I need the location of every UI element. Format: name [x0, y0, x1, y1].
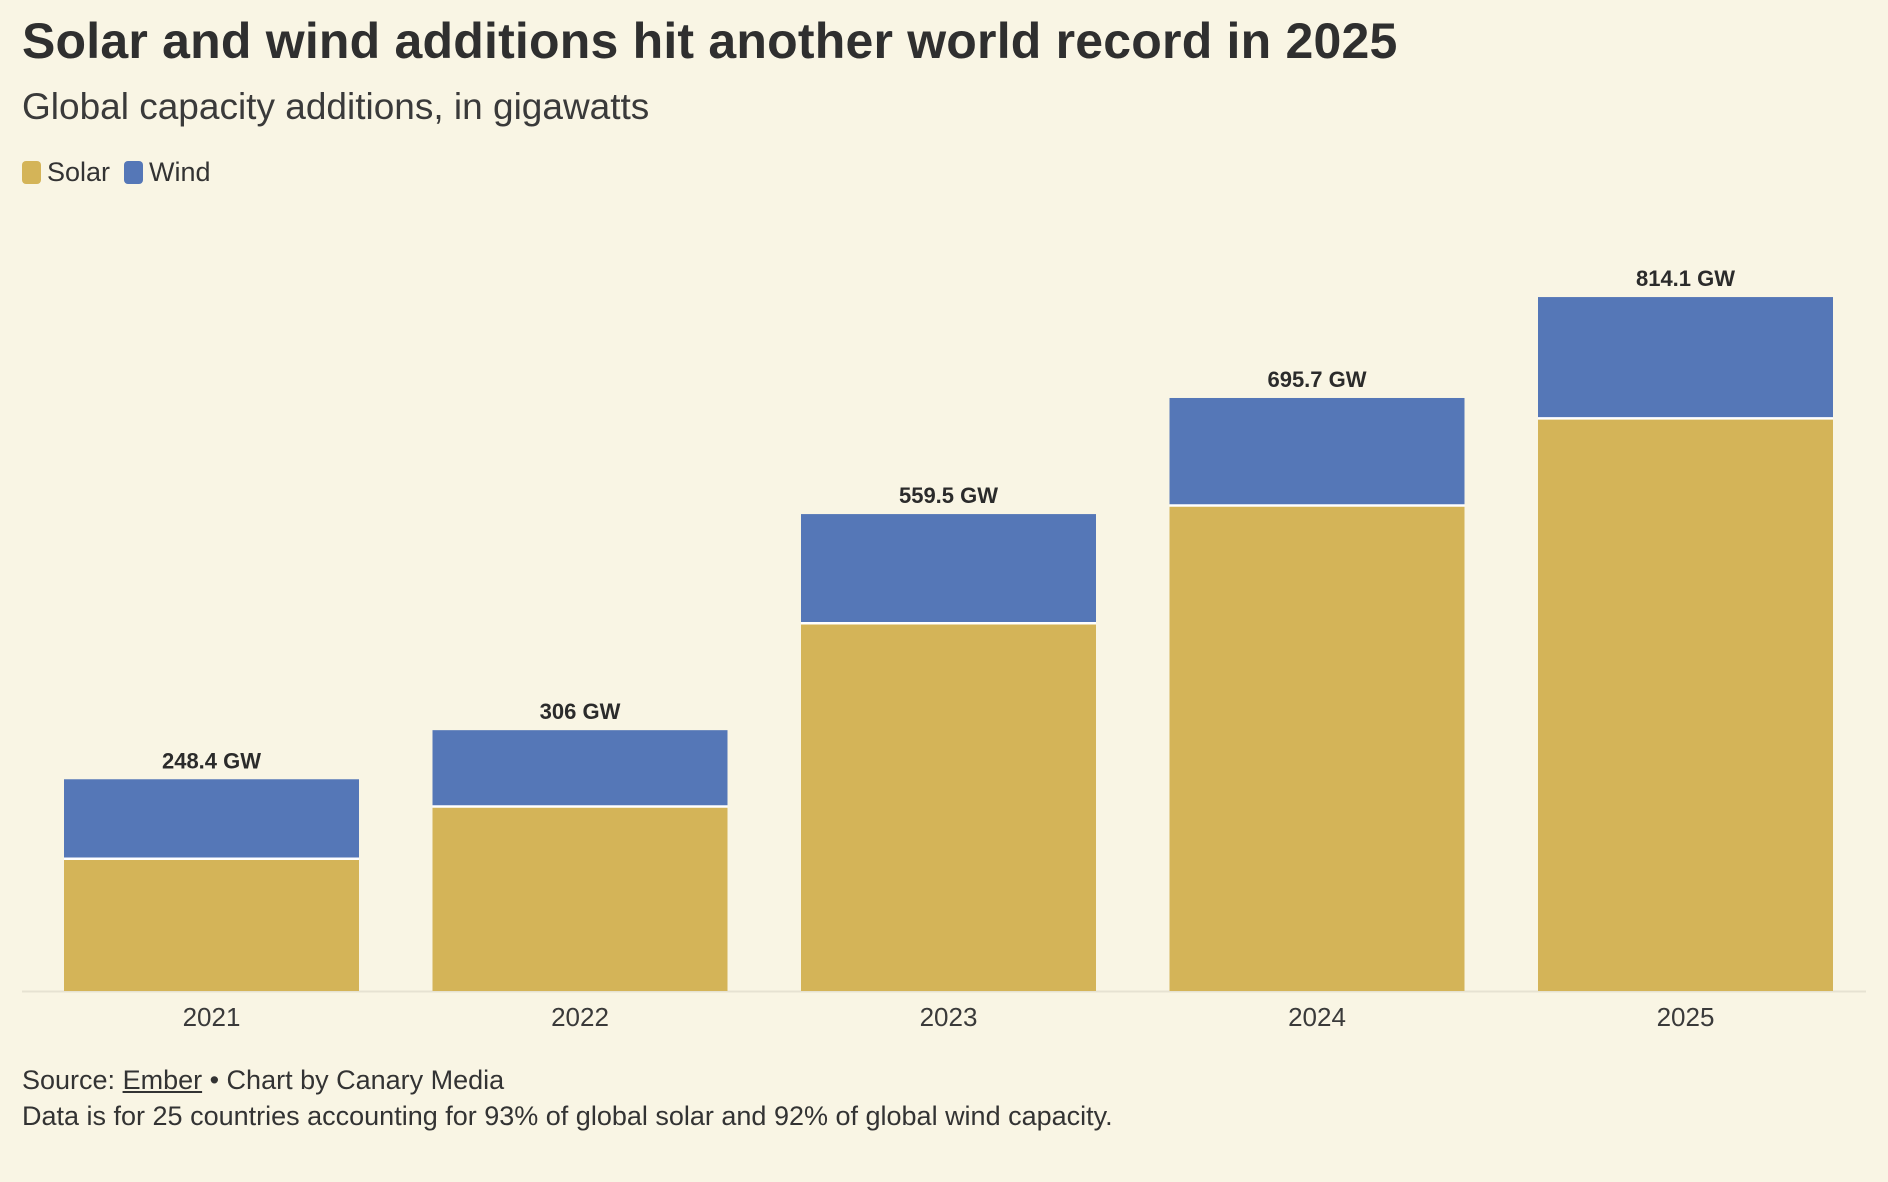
total-label-2024: 695.7 GW: [1267, 367, 1366, 392]
bar-solar-2023[interactable]: [801, 623, 1096, 991]
bar-wind-2021[interactable]: [64, 779, 359, 859]
bar-solar-2025[interactable]: [1538, 418, 1833, 991]
total-label-2021: 248.4 GW: [162, 748, 261, 773]
x-tick-label-2024: 2024: [1288, 1002, 1346, 1032]
bar-wind-2025[interactable]: [1538, 297, 1833, 419]
x-tick-label-2025: 2025: [1657, 1002, 1715, 1032]
legend-item-wind[interactable]: Wind: [124, 157, 211, 188]
legend-label-wind: Wind: [149, 157, 211, 187]
chart-subtitle: Global capacity additions, in gigawatts: [22, 86, 650, 127]
legend-label-solar: Solar: [47, 157, 111, 187]
legend-item-solar[interactable]: Solar: [22, 157, 110, 188]
bar-solar-2021[interactable]: [64, 858, 359, 991]
source-line: Source: Ember • Chart by Canary Media: [22, 1062, 1113, 1098]
source-prefix: Source:: [22, 1065, 123, 1095]
wind-swatch: [124, 161, 144, 184]
solar-swatch: [22, 161, 41, 184]
chart-title: Solar and wind additions hit another wor…: [22, 13, 1398, 69]
x-tick-label-2022: 2022: [551, 1002, 609, 1032]
total-label-2023: 559.5 GW: [899, 483, 998, 508]
bar-wind-2022[interactable]: [432, 730, 728, 807]
bar-solar-2024[interactable]: [1169, 505, 1465, 991]
bar-solar-2022[interactable]: [432, 806, 728, 991]
x-tick-label-2021: 2021: [183, 1002, 241, 1032]
bar-wind-2023[interactable]: [801, 514, 1096, 624]
total-label-2022: 306 GW: [540, 699, 621, 724]
x-tick-label-2023: 2023: [920, 1002, 978, 1032]
data-note: Data is for 25 countries accounting for …: [22, 1101, 1113, 1131]
bar-wind-2024[interactable]: [1169, 397, 1465, 506]
total-label-2025: 814.1 GW: [1636, 266, 1735, 291]
source-suffix: • Chart by Canary Media: [202, 1065, 505, 1095]
chart-footer: Source: Ember • Chart by Canary Media Da…: [22, 1062, 1113, 1134]
legend: Solar Wind: [22, 157, 225, 188]
source-link-ember[interactable]: Ember: [122, 1065, 203, 1095]
